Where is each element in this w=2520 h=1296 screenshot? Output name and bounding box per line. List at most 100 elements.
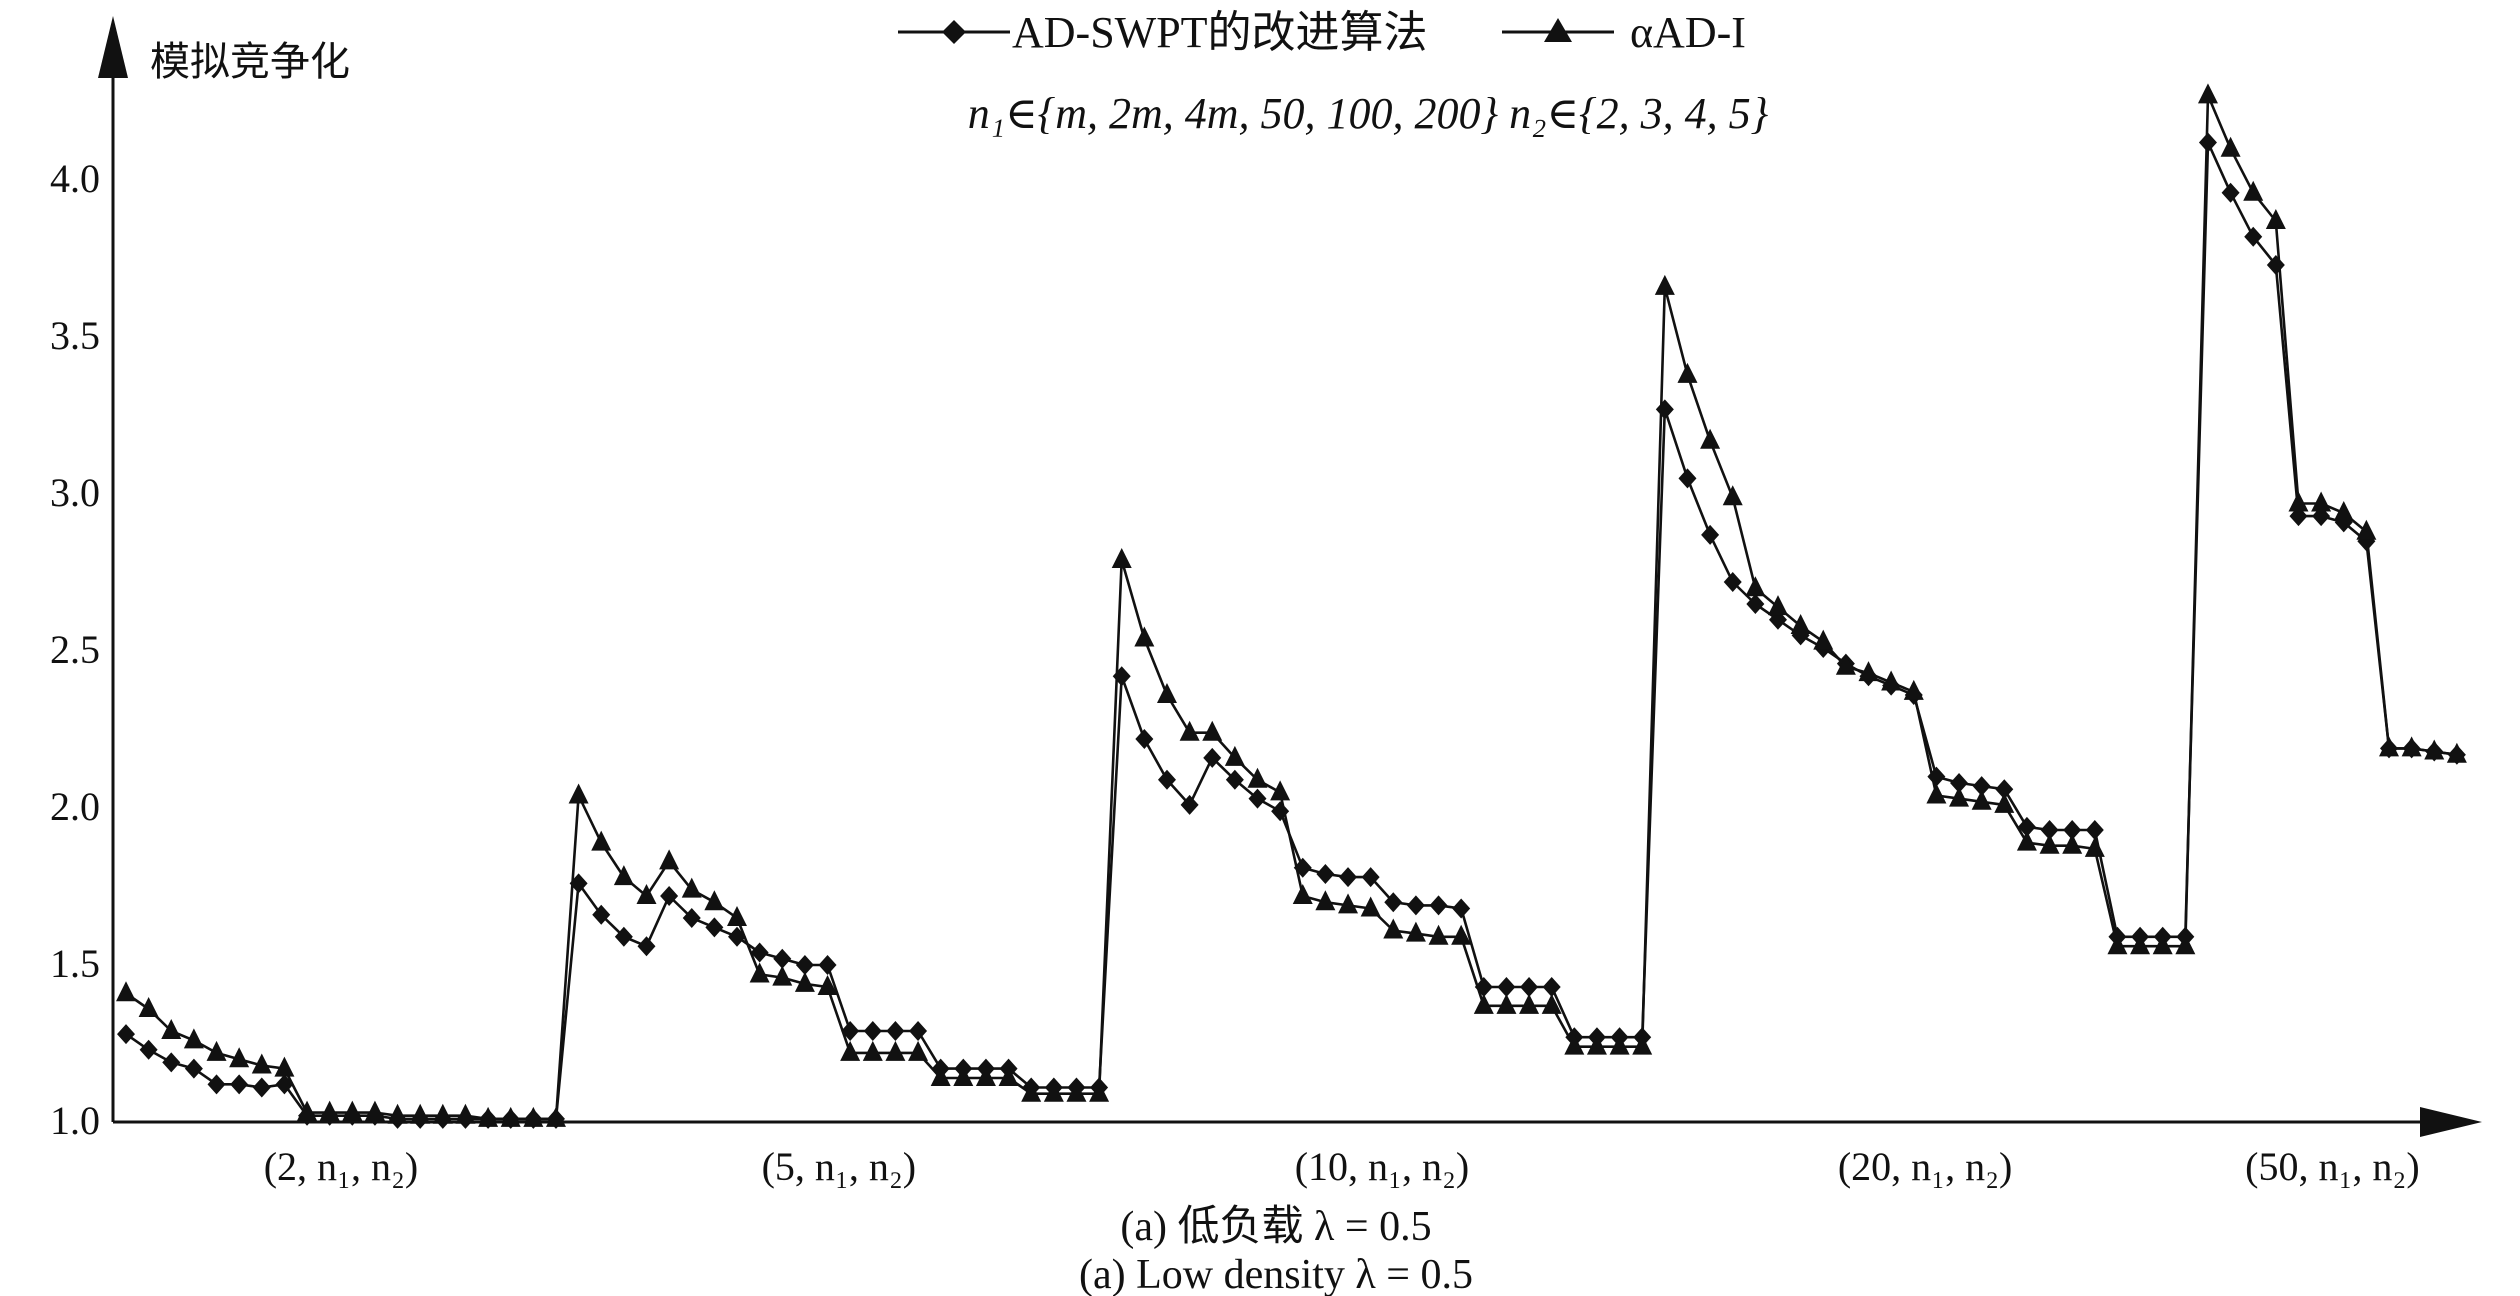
series-line-2 [125, 94, 2458, 1121]
triangle-point [2016, 830, 2037, 851]
diamond-point [728, 926, 747, 947]
triangle-point [1564, 1034, 1585, 1055]
diamond-point [1248, 788, 1267, 809]
triangle-point [930, 1066, 951, 1087]
triangle-point [1405, 921, 1426, 942]
diamond-point [886, 1020, 905, 1041]
triangle-point [1519, 993, 1540, 1014]
diamond-point [1293, 857, 1312, 878]
diamond-point [1542, 977, 1561, 998]
triangle-point [478, 1106, 499, 1127]
triangle-point [1994, 792, 2015, 813]
triangle-point [2107, 934, 2128, 955]
triangle-point [681, 877, 702, 898]
diamond-point [818, 955, 837, 976]
diamond-point [1995, 779, 2014, 800]
triangle-point [1654, 274, 1675, 295]
triangle-point [2197, 83, 2218, 104]
y-axis-arrow [98, 16, 128, 78]
triangle-point [1247, 767, 1268, 788]
triangle-point [613, 865, 634, 886]
triangle-point [251, 1053, 272, 1074]
triangle-point [1496, 993, 1517, 1014]
diamond-point [614, 926, 633, 947]
triangle-point [1202, 720, 1223, 741]
y-tick-label: 2.0 [50, 784, 100, 829]
triangle-point [1156, 683, 1177, 704]
diamond-point [841, 1020, 860, 1041]
triangle-point [1881, 670, 1902, 691]
triangle-point [2446, 742, 2467, 763]
diamond-point [909, 1020, 928, 1041]
diamond-point [2266, 254, 2285, 275]
triangle-point [297, 1100, 318, 1121]
triangle-point [2084, 836, 2105, 857]
triangle-point [1745, 576, 1766, 597]
diamond-point [1746, 594, 1765, 614]
triangle-point [1858, 661, 1879, 682]
triangle-point [1428, 924, 1449, 945]
triangle-point [432, 1103, 453, 1124]
triangle-point [138, 996, 159, 1017]
diamond-point [1497, 977, 1516, 998]
triangle-point [1451, 924, 1472, 945]
diamond-point [1972, 776, 1991, 797]
triangle-point [885, 1040, 906, 1061]
triangle-point [2220, 136, 2241, 157]
triangle-point [659, 849, 680, 870]
diamond-point [1429, 895, 1448, 916]
triangle-point [1315, 890, 1336, 911]
diamond-point [773, 948, 792, 969]
triangle-point [545, 1106, 566, 1127]
triangle-point [1767, 595, 1788, 616]
y-tick-label: 4.0 [50, 156, 100, 201]
x-category-label: (10, n₁, n₂) [1295, 1144, 1470, 1189]
series-lines [125, 94, 2458, 1121]
diamond-point [1135, 728, 1154, 749]
diamond-point [682, 907, 701, 928]
triangle-point [2265, 208, 2286, 229]
triangle-point [1926, 783, 1947, 804]
triangle-point [2175, 934, 2196, 955]
diamond-point [705, 917, 724, 938]
legend-marker-triangle [1544, 18, 1572, 42]
diamond-point [1316, 863, 1335, 884]
x-axis-arrow [2420, 1107, 2482, 1137]
triangle-point [1089, 1081, 1110, 1102]
triangle-point [2401, 736, 2422, 757]
triangle-point [1338, 893, 1359, 914]
x-category-label: (20, n₁, n₂) [1838, 1144, 2013, 1189]
diamond-point [1678, 468, 1697, 489]
diamond-point [162, 1052, 181, 1073]
triangle-point [1541, 993, 1562, 1014]
triangle-point [116, 981, 136, 1002]
y-tick-label: 3.5 [50, 313, 100, 358]
triangle-point [1021, 1081, 1042, 1102]
triangle-point [387, 1103, 408, 1124]
series-markers [116, 83, 2467, 1129]
caption-chinese: (a) 低负载 λ = 0.5 [1120, 1204, 1431, 1250]
diamond-point [1452, 898, 1471, 919]
y-tick-label: 1.5 [50, 941, 100, 986]
diamond-point [1180, 794, 1199, 815]
legend: AD-SWPT的改进算法 αAD-I [898, 8, 1746, 57]
triangle-point [2243, 180, 2264, 201]
triangle-point [500, 1106, 521, 1127]
triangle-point [975, 1066, 996, 1087]
triangle-point [1179, 720, 1200, 741]
legend-label-series-2: αAD-I [1630, 8, 1746, 57]
diamond-point [569, 873, 588, 894]
triangle-point [794, 971, 815, 992]
diamond-point [139, 1039, 158, 1060]
triangle-point [727, 905, 748, 926]
diamond-point [1474, 977, 1493, 998]
diamond-point [230, 1074, 249, 1095]
diamond-point [2063, 820, 2082, 841]
diamond-point [1406, 895, 1425, 916]
triangle-point [840, 1040, 861, 1061]
triangle-point [772, 965, 793, 986]
diamond-point [1157, 769, 1176, 790]
legend-label-series-1: AD-SWPT的改进算法 [1012, 8, 1428, 57]
diamond-point [2017, 816, 2036, 837]
